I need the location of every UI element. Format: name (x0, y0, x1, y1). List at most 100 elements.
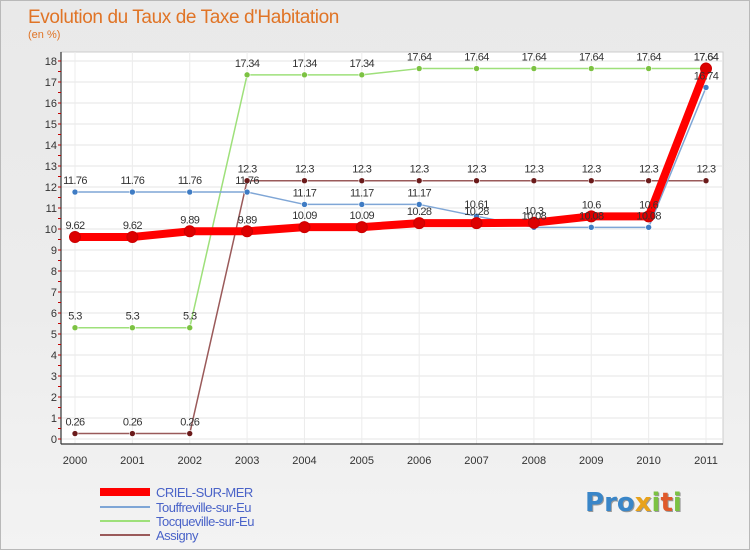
data-point (587, 65, 595, 72)
data-label: 11.76 (121, 175, 145, 187)
legend-label: CRIEL-SUR-MER (156, 484, 253, 500)
y-tick-label: 16 (45, 98, 57, 110)
x-tick-label: 2004 (292, 455, 316, 467)
data-point (415, 201, 423, 208)
data-label: 17.34 (235, 58, 260, 70)
data-point (301, 201, 308, 208)
data-point (126, 230, 139, 243)
y-tick-label: 0 (51, 434, 57, 446)
data-label: 17.64 (694, 52, 719, 64)
data-point (473, 65, 480, 72)
x-tick-label: 2010 (636, 455, 660, 467)
y-tick-label: 14 (45, 140, 57, 152)
x-tick-label: 2002 (177, 455, 201, 467)
data-point (470, 217, 483, 230)
data-point (243, 188, 251, 196)
data-label: 12.3 (410, 164, 429, 176)
data-label: 17.64 (407, 52, 432, 64)
legend-item: Assigny (100, 528, 199, 543)
data-label: 17.34 (350, 58, 375, 70)
data-point (645, 65, 652, 72)
legend-item: CRIEL-SUR-MER (100, 484, 253, 500)
data-point (69, 230, 81, 243)
logo-letter: t (660, 488, 673, 518)
y-tick-label: 5 (51, 329, 57, 341)
logo-letter: i (672, 488, 682, 518)
logo-letter: r (604, 488, 617, 518)
data-label: 12.3 (238, 164, 257, 176)
logo-letter: x (634, 488, 652, 518)
data-label: 0.26 (180, 417, 199, 429)
data-point (186, 430, 194, 437)
series-line-2 (74, 67, 707, 329)
data-label: 10.28 (464, 206, 489, 218)
data-label: 9.89 (238, 214, 257, 226)
data-label: 5.3 (68, 311, 82, 323)
data-point (129, 324, 136, 332)
data-label: 12.3 (696, 164, 715, 176)
data-label: 10.28 (407, 206, 432, 218)
y-tick-label: 9 (51, 245, 57, 257)
x-tick-label: 2006 (407, 455, 431, 467)
data-label: 17.64 (694, 52, 719, 64)
x-tick-label: 2009 (579, 455, 603, 467)
series-line-3 (74, 179, 707, 435)
logo-letter: P (585, 488, 605, 518)
series-line-1 (74, 86, 707, 229)
data-point (358, 201, 366, 208)
data-label: 11.76 (63, 175, 87, 187)
data-label: 17.64 (464, 52, 489, 64)
y-tick-label: 1 (51, 413, 57, 425)
data-point (645, 224, 652, 231)
x-tick-label: 2000 (63, 455, 87, 467)
data-label: 9.62 (123, 220, 142, 232)
y-tick-label: 13 (45, 161, 57, 173)
x-tick-label: 2001 (120, 455, 144, 467)
data-label: 5.3 (183, 311, 197, 323)
data-label: 16.74 (694, 70, 719, 82)
data-point (587, 177, 595, 184)
data-point (415, 177, 423, 184)
data-label: 12.3 (295, 164, 314, 176)
y-tick-label: 7 (51, 287, 57, 299)
data-point (527, 216, 540, 229)
data-label: 17.64 (579, 52, 604, 64)
data-label: 10.08 (522, 210, 547, 222)
data-point (358, 71, 366, 79)
data-point (301, 71, 308, 79)
x-tick-label: 2003 (235, 455, 259, 467)
data-point (71, 324, 79, 332)
data-point (530, 177, 538, 184)
data-point (587, 224, 595, 231)
data-label: 17.34 (292, 58, 317, 70)
y-tick-label: 2 (51, 392, 57, 404)
data-point (186, 188, 194, 196)
legend-swatch (100, 506, 150, 508)
data-label: 11.17 (293, 187, 317, 199)
data-point (243, 71, 251, 79)
y-tick-label: 15 (45, 119, 57, 131)
y-tick-label: 17 (45, 77, 57, 89)
plot-area (60, 51, 724, 445)
data-label: 10.61 (464, 199, 489, 211)
data-label: 10.08 (579, 210, 604, 222)
x-tick-label: 2011 (694, 455, 718, 467)
y-tick-label: 6 (51, 308, 57, 320)
data-point (298, 221, 311, 234)
proxiti-logo: Proxiti (585, 488, 682, 518)
data-point (241, 225, 254, 238)
data-label: 11.76 (178, 175, 202, 187)
data-label: 11.17 (407, 187, 431, 199)
data-label: 0.26 (65, 417, 84, 429)
data-point (358, 177, 366, 184)
logo-letter: o (616, 488, 635, 518)
data-label: 12.3 (582, 164, 601, 176)
unit-label: (en %) (28, 29, 61, 41)
data-point (186, 324, 194, 332)
data-point (243, 177, 251, 184)
data-point (700, 62, 712, 75)
data-point (129, 188, 136, 196)
legend-label: Touffreville-sur-Eu (156, 499, 252, 515)
data-label: 12.3 (352, 164, 371, 176)
